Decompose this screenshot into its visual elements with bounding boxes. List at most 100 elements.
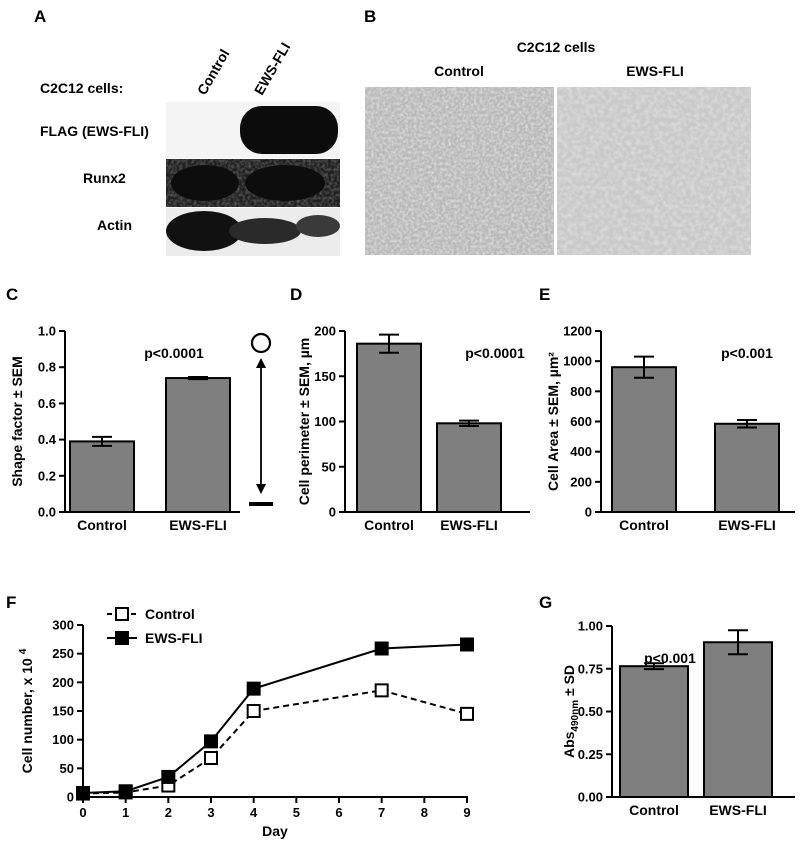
- x-tick-label: 8: [421, 805, 428, 820]
- y-tick-label: 0: [329, 505, 336, 520]
- data-point-control: [374, 683, 389, 698]
- y-tick-label: 50: [322, 459, 336, 474]
- bar-chart-g: 0.00 0.25 0.50 0.75 1.00 Control EWS-FLI Abs490…: [561, 619, 795, 818]
- x-category-label: Control: [629, 802, 679, 818]
- y-tick-label: 0.6: [38, 396, 56, 411]
- arrow-down-icon: [256, 484, 266, 494]
- data-point-control: [460, 706, 474, 721]
- y-tick-label: 1200: [563, 324, 592, 339]
- arrow-up-icon: [256, 358, 266, 368]
- data-point-ews-fli: [374, 641, 389, 656]
- y-tick-label: 150: [314, 369, 336, 384]
- y-tick-label: 50: [60, 761, 74, 776]
- legend-marker: [115, 607, 129, 621]
- row-header: C2C12 cells:: [40, 80, 123, 96]
- line-chart-f: 0 50 100 150 200 250 300 0 1 2 3 4 5 6 7 8 9 Day Cell numb…: [18, 606, 474, 839]
- y-tick-label: 0: [67, 790, 74, 805]
- y-tick-label: 1.0: [38, 324, 56, 339]
- y-tick-label: 400: [570, 444, 592, 459]
- x-category-label: EWS-FLI: [169, 517, 227, 533]
- y-tick-label: 300: [52, 618, 74, 633]
- y-tick-label: 150: [52, 704, 74, 719]
- y-tick-label: 200: [314, 324, 336, 339]
- x-tick-label: 1: [122, 805, 129, 820]
- panel-letter-g: G: [539, 593, 552, 612]
- x-axis-label: Day: [262, 823, 288, 839]
- panel-letter-a: A: [34, 7, 46, 26]
- y-tick-label: 0.0: [38, 505, 56, 520]
- y-tick-label: 600: [570, 414, 592, 429]
- y-tick-label: 0.50: [578, 704, 603, 719]
- bar-control: [611, 366, 677, 514]
- bar-control: [69, 440, 135, 513]
- y-tick-label: 0.2: [38, 468, 56, 483]
- y-tick-label: 100: [52, 732, 74, 747]
- data-point-control: [204, 751, 218, 766]
- p-value-label: p<0.0001: [144, 345, 204, 361]
- x-tick-label: 0: [79, 805, 86, 820]
- y-tick-label: 1000: [563, 354, 592, 369]
- y-tick-label: 1.00: [578, 619, 603, 634]
- blot-label-actin: Actin: [97, 217, 132, 233]
- x-tick-label: 6: [335, 805, 342, 820]
- micrograph-ews-fli: [557, 87, 751, 255]
- micrograph-label-control: Control: [434, 63, 484, 79]
- panel-letter-b: B: [364, 7, 376, 26]
- data-point-ews-fli: [204, 734, 218, 749]
- flat-line-shape-icon: [249, 502, 273, 506]
- x-tick-label: 2: [165, 805, 172, 820]
- p-value-label: p<0.001: [721, 345, 773, 361]
- micrograph-title: C2C12 cells: [517, 39, 596, 55]
- data-point-ews-fli: [118, 784, 133, 799]
- blot-flag: [166, 102, 340, 158]
- y-tick-label: 100: [314, 414, 336, 429]
- x-category-label: EWS-FLI: [718, 517, 776, 533]
- y-tick-label: 0.00: [578, 790, 603, 805]
- micrograph-label-ews-fli: EWS-FLI: [626, 63, 684, 79]
- data-point-ews-fli: [76, 785, 90, 800]
- p-value-label: p<0.001: [644, 650, 696, 666]
- y-tick-label: 0: [585, 505, 592, 520]
- y-tick-label: 200: [52, 675, 74, 690]
- y-tick-label: 0.25: [578, 747, 603, 762]
- y-tick-label: 0.75: [578, 661, 603, 676]
- x-category-label: EWS-FLI: [440, 517, 498, 533]
- x-category-label: EWS-FLI: [709, 802, 767, 818]
- bar-chart-d: 0 50 100 150 200 Control EWS-FLI Cell perimeter…: [296, 324, 530, 533]
- lane-label-control: Control: [194, 46, 233, 97]
- blot-label-runx2: Runx2: [83, 170, 126, 186]
- x-tick-label: 3: [207, 805, 214, 820]
- y-axis-label: Abs490nm ± SD: [561, 665, 581, 758]
- micrograph-control: [365, 87, 554, 255]
- y-axis-label: Shape factor ± SEM: [9, 356, 25, 487]
- legend-label: Control: [145, 606, 195, 622]
- x-category-label: Control: [77, 517, 127, 533]
- x-tick-label: 5: [293, 805, 300, 820]
- series-line-control: [82, 689, 468, 795]
- x-category-label: Control: [364, 517, 414, 533]
- p-value-label: p<0.0001: [465, 345, 525, 361]
- data-point-ews-fli: [161, 769, 176, 784]
- circle-shape-icon: [250, 332, 272, 354]
- legend-label: EWS-FLI: [145, 630, 203, 646]
- panel-letter-f: F: [6, 593, 16, 612]
- y-tick-label: 0.8: [38, 360, 56, 375]
- y-axis-label: Cell perimeter ± SEM, µm: [296, 338, 312, 505]
- panel-b: B C2C12 cells Control EWS-FLI: [364, 7, 751, 255]
- legend-marker: [115, 631, 129, 645]
- panel-a: A C2C12 cells: Control EWS-FLI FLAG (EWS…: [34, 7, 340, 256]
- x-tick-label: 9: [463, 805, 470, 820]
- bar-ews-fli: [714, 422, 780, 514]
- y-tick-label: 200: [570, 474, 592, 489]
- bar-control: [356, 342, 422, 514]
- bar-ews-fli: [436, 422, 502, 513]
- blot-runx2: [166, 159, 340, 207]
- bar-control: [619, 665, 689, 798]
- data-point-ews-fli: [460, 637, 474, 652]
- bar-ews-fli: [703, 641, 773, 798]
- y-tick-label: 800: [570, 384, 592, 399]
- blot-label-flag: FLAG (EWS-FLI): [40, 123, 149, 139]
- shape-factor-schematic: [249, 332, 273, 506]
- lane-label-ews-fli: EWS-FLI: [251, 40, 294, 98]
